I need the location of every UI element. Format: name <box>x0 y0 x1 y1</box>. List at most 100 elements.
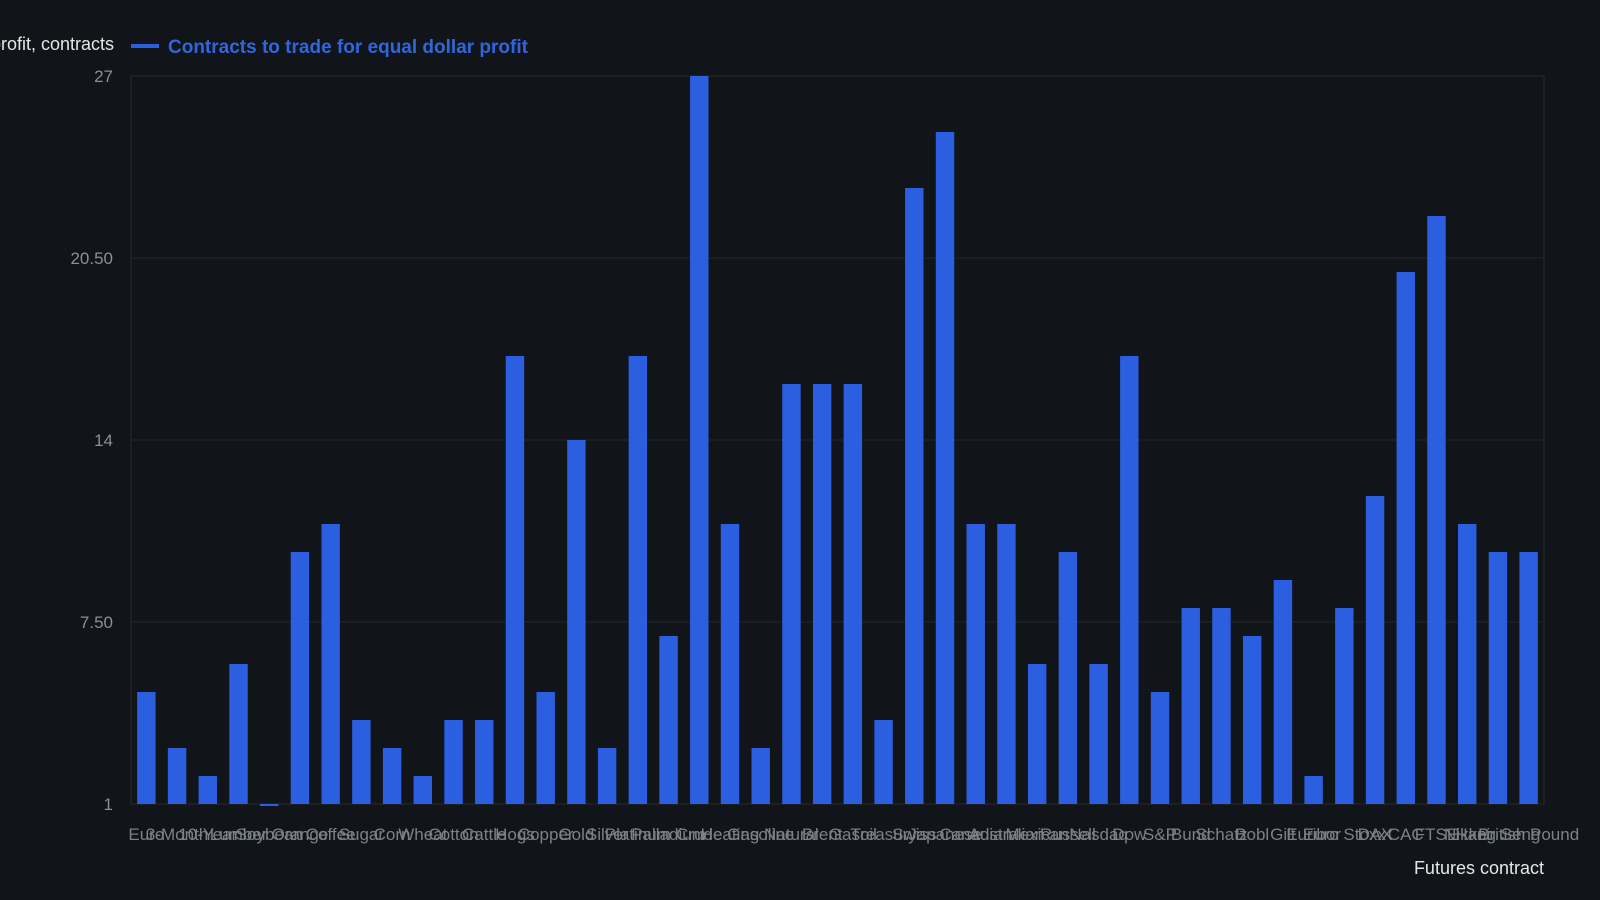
bar[interactable] <box>1181 608 1200 804</box>
bar[interactable] <box>1212 608 1231 804</box>
bar[interactable] <box>505 356 525 804</box>
x-tick-label: Gasoil <box>829 825 877 844</box>
bar[interactable] <box>475 720 494 804</box>
bar[interactable] <box>782 384 801 804</box>
x-axis-label: Futures contract <box>1414 858 1544 878</box>
bar[interactable] <box>1519 552 1538 804</box>
x-tick-label: Cattle <box>462 825 506 844</box>
x-tick-label: Swiss <box>892 825 936 844</box>
x-tick-label: Gilt <box>1270 825 1296 844</box>
x-tick-label: Natural <box>764 825 819 844</box>
legend-entry[interactable]: Contracts to trade for equal dollar prof… <box>168 37 529 58</box>
x-tick-label: Platinum <box>605 825 671 844</box>
bar[interactable] <box>628 356 648 804</box>
x-tick-label: Lumber <box>210 825 268 844</box>
x-tick-label: Coffee <box>306 825 356 844</box>
bar[interactable] <box>1427 216 1446 804</box>
y-tick-label: 14 <box>94 431 113 450</box>
bar[interactable] <box>1273 580 1293 804</box>
bars <box>137 76 1538 806</box>
bar[interactable] <box>997 524 1016 804</box>
bar[interactable] <box>1089 664 1108 804</box>
plot-frame <box>130 75 1545 805</box>
x-tick-label: Schatz <box>1195 825 1247 844</box>
bar[interactable] <box>966 524 985 804</box>
bar[interactable] <box>229 664 248 804</box>
y-tick-label: 20.50 <box>70 249 113 268</box>
bar[interactable] <box>1242 636 1262 804</box>
bar[interactable] <box>1488 552 1508 804</box>
bar[interactable] <box>1365 496 1385 804</box>
bar[interactable] <box>1396 272 1415 804</box>
x-tick-label: Silver <box>586 825 629 844</box>
bar[interactable] <box>413 776 433 804</box>
bar[interactable] <box>290 552 310 804</box>
x-tick-label: Nikkei <box>1444 825 1490 844</box>
x-tick-label: Hogs <box>495 825 535 844</box>
x-tick-label: Euro Stoxx <box>1303 825 1387 844</box>
bar[interactable] <box>567 440 586 804</box>
x-tick-label: Sugar <box>339 825 385 844</box>
bar[interactable] <box>1150 692 1170 804</box>
x-tick-label: 3-Month <box>146 825 208 844</box>
bar[interactable] <box>874 720 893 804</box>
bar[interactable] <box>812 384 832 804</box>
x-tick-label: Palladium <box>631 825 706 844</box>
bar[interactable] <box>137 692 156 804</box>
bar[interactable] <box>536 692 555 804</box>
bar[interactable] <box>352 720 371 804</box>
x-tick-label: Gold <box>558 825 594 844</box>
grid-lines <box>131 75 1544 805</box>
x-tick-label: Heating <box>701 825 760 844</box>
bar[interactable] <box>260 804 279 806</box>
bar[interactable] <box>321 524 340 804</box>
x-tick-label: FTSE <box>1415 825 1458 844</box>
x-tick-label: Bund <box>1171 825 1211 844</box>
y-tick-label: 27 <box>94 67 113 86</box>
x-tick-label: Crude <box>676 825 722 844</box>
x-tick-label: Gasoline <box>727 825 794 844</box>
x-tick-label: Treasury <box>850 825 917 844</box>
x-tick-label: Dow <box>1112 825 1147 844</box>
bar[interactable] <box>167 748 187 804</box>
bar[interactable] <box>1120 356 1139 804</box>
x-tick-label: DAX <box>1358 825 1393 844</box>
x-tick-label: S&P <box>1143 825 1177 844</box>
bar[interactable] <box>843 384 863 804</box>
x-tick-label: 10-Year <box>178 825 237 844</box>
x-tick-label: Corn <box>374 825 411 844</box>
x-tick-label: Japanese <box>908 825 982 844</box>
x-tick-label: Soybean <box>236 825 303 844</box>
x-tick-label: Canadian <box>939 825 1012 844</box>
bar[interactable] <box>659 636 678 804</box>
x-tick-label: Mexican <box>1006 825 1069 844</box>
bar[interactable] <box>1027 664 1047 804</box>
x-tick-label: Bobl <box>1235 825 1269 844</box>
bar[interactable] <box>597 748 617 804</box>
bar[interactable] <box>690 76 709 804</box>
bar[interactable] <box>444 720 463 804</box>
x-axis-ticks: Euro3-Month10-YearLumberSoybeanOrangeCof… <box>128 825 1579 844</box>
x-tick-label: Euribor <box>1286 825 1341 844</box>
bar[interactable] <box>1058 552 1078 804</box>
x-tick-label: Australian <box>969 825 1045 844</box>
bar[interactable] <box>751 748 770 804</box>
bar[interactable] <box>935 132 955 804</box>
bar[interactable] <box>905 188 924 804</box>
bar[interactable] <box>382 748 402 804</box>
bar[interactable] <box>720 524 740 804</box>
bar[interactable] <box>1457 524 1477 804</box>
x-tick-label: Hang Seng <box>1455 825 1540 844</box>
x-tick-label: CAC <box>1388 825 1424 844</box>
x-tick-label: Orange <box>272 825 329 844</box>
bar[interactable] <box>1304 776 1323 804</box>
bar[interactable] <box>1335 608 1354 804</box>
x-tick-label: Wheat <box>398 825 447 844</box>
x-tick-label: Euro <box>128 825 164 844</box>
bar[interactable] <box>198 776 218 804</box>
y-axis-label: Contracts to trade for equal dollar prof… <box>0 34 114 54</box>
x-tick-label: Russell <box>1040 825 1096 844</box>
y-tick-label: 7.50 <box>80 613 113 632</box>
